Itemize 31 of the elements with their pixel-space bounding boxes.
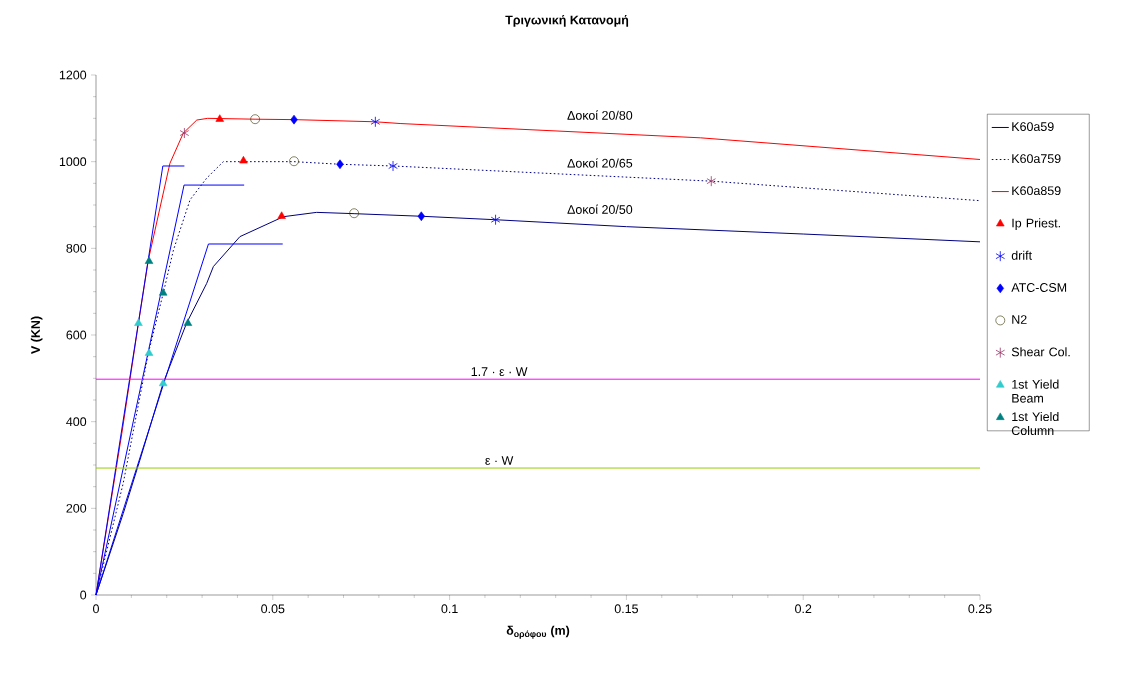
legend-label: K60a759 (1012, 154, 1061, 164)
legend-label: 1st Yield Column (1011, 411, 1059, 436)
x-tick-label: 0.2 (795, 604, 812, 614)
legend-label: drift (1011, 250, 1032, 260)
annotation: Δοκοί 20/65 (567, 158, 633, 168)
annotation: Δοκοί 20/50 (567, 204, 633, 214)
ref-line-label: ε · W (485, 456, 514, 465)
annotation: Δοκοί 20/80 (567, 110, 633, 120)
x-tick-label: 0.25 (968, 604, 992, 614)
legend-label: ATC-CSM (1011, 283, 1067, 292)
y-tick-label: 1000 (59, 157, 87, 167)
y-tick-label: 400 (66, 417, 87, 427)
legend-label: K60a59 (1012, 122, 1054, 132)
y-tick-label: 0 (80, 590, 87, 600)
y-tick-label: 1200 (59, 70, 87, 80)
x-tick-label: 0.1 (441, 604, 458, 614)
chart-title: Τριγωνική Κατανομή (505, 15, 629, 27)
x-tick-label: 0.15 (614, 604, 638, 614)
legend-label: Shear Col. (1011, 347, 1070, 357)
legend-label: K60a859 (1012, 186, 1061, 196)
x-tick-label: 0.05 (261, 604, 285, 614)
legend-label: Ip Priest. (1012, 218, 1060, 230)
x-tick-label: 0 (93, 604, 99, 614)
legend-label: 1st Yield Beam (1012, 379, 1059, 403)
ref-line-label: 1.7 · ε · W (471, 367, 528, 376)
x-axis-title: δ$_{ορόφου}$ (m) (506, 625, 570, 639)
y-tick-label: 200 (66, 503, 87, 513)
y-tick-label: 600 (66, 330, 87, 340)
y-axis-title: V (KN) (30, 316, 43, 354)
legend-label: N2 (1012, 315, 1027, 324)
y-tick-label: 800 (66, 243, 87, 253)
